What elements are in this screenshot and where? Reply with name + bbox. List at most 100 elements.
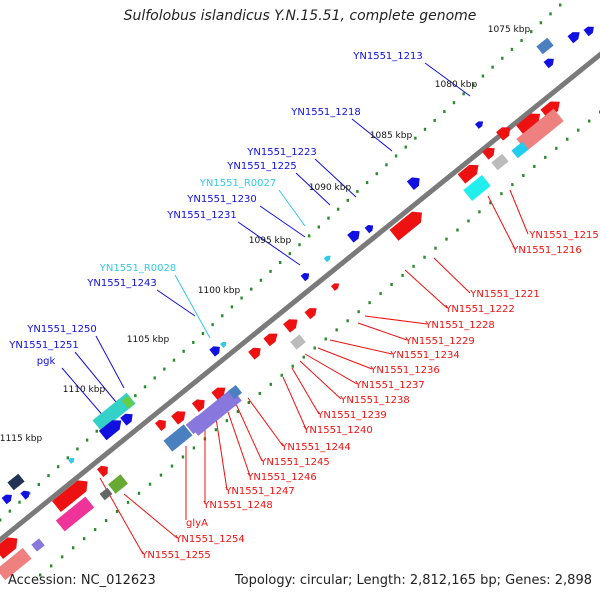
rna-gene-arrow <box>220 341 227 348</box>
inner-tick-track-dot <box>82 537 86 541</box>
outer-tick-track-dot <box>172 358 176 362</box>
outer-tick-track-dot <box>356 189 359 193</box>
inner-tick-track-dot <box>368 301 371 305</box>
minus-gene-label: YN1551_1236 <box>369 365 440 376</box>
inner-tick-track-dot <box>533 164 536 168</box>
minus-gene-label: YN1551_1222 <box>444 304 515 315</box>
outer-tick-track-dot <box>240 296 243 300</box>
leader-line <box>282 376 307 430</box>
minus-gene-label: YN1551_1238 <box>339 395 410 406</box>
minus-gene-block <box>516 108 564 152</box>
minus-gene-arrow <box>96 465 108 478</box>
outer-tick-track-dot <box>27 491 31 495</box>
inner-tick-track-dot <box>302 355 305 359</box>
minus-gene-arrow <box>191 399 205 413</box>
leader-line <box>487 195 516 250</box>
leader-line <box>215 417 228 491</box>
outer-tick-track-dot <box>423 127 427 131</box>
outer-tick-track-dot <box>530 30 533 34</box>
plus-gene-arrow <box>347 230 360 243</box>
plus-gene-block <box>7 473 25 491</box>
inner-tick-track-dot <box>115 509 119 513</box>
inner-tick-track-dot <box>280 373 283 377</box>
leader-line <box>123 493 178 539</box>
plus-gene-arrow <box>583 26 594 37</box>
inner-tick-track-dot <box>423 255 426 259</box>
inner-tick-track-dot <box>478 210 481 214</box>
inner-tick-track-dot <box>313 346 316 350</box>
outer-tick-track-dot <box>230 305 234 309</box>
plus-gene-label: YN1551_1251 <box>8 340 79 351</box>
outer-tick-track-dot <box>404 145 407 149</box>
outer-tick-track-dot <box>163 367 166 371</box>
plus-gene-arrow <box>543 58 554 69</box>
outer-tick-track-dot <box>85 438 89 442</box>
outer-tick-track-dot <box>346 198 349 202</box>
plus-gene-arrow <box>1 494 12 505</box>
minus-gene-block <box>290 334 306 350</box>
minus-gene-arrow <box>482 147 495 160</box>
plus-gene-block <box>536 37 554 55</box>
inner-tick-track-dot <box>192 446 196 450</box>
leader-line <box>247 397 284 447</box>
outer-tick-track-dot <box>336 207 340 211</box>
inner-tick-track-dot <box>159 473 163 477</box>
plus-gene-label: YN1551_1243 <box>86 278 157 289</box>
outer-tick-track-dot <box>47 474 50 478</box>
plus-gene-label: YN1551_1250 <box>26 324 97 335</box>
minus-gene-arrow <box>331 283 340 291</box>
plus-gene-arrow <box>364 225 374 234</box>
inner-tick-track-dot <box>93 528 97 532</box>
outer-tick-track-dot <box>307 234 311 238</box>
gene-labels: YN1551_1213 YN1551_1218 YN1551_1223 YN1551_… <box>8 51 599 561</box>
outer-tick-track-dot <box>385 163 388 167</box>
minus-gene-label: YN1551_1237 <box>354 380 425 391</box>
scale-label: 1085 kbp <box>370 131 413 141</box>
outer-tick-track-dot <box>288 252 292 256</box>
inner-tick-track-dot <box>489 201 492 205</box>
outer-tick-track-dot <box>143 385 147 389</box>
inner-tick-track-dot <box>148 482 152 486</box>
scale-label: 1095 kbp <box>249 236 292 246</box>
leader-line <box>364 315 428 325</box>
inner-tick-track-dot <box>577 128 580 132</box>
outer-tick-track-dot <box>8 509 12 513</box>
outer-tick-track-dot <box>559 3 562 7</box>
outer-tick-track-dot <box>37 482 41 486</box>
scale-label: 1115 kbp <box>0 434 42 444</box>
outer-tick-track-dot <box>327 216 330 220</box>
plus-gene-label: YN1551_1230 <box>186 194 257 205</box>
outer-tick-track-dot <box>0 518 2 522</box>
minus-gene-arrow <box>263 333 278 347</box>
minus-gene-arrow <box>0 537 18 559</box>
minus-gene-arrow <box>248 347 261 360</box>
plus-gene-label: YN1551_1223 <box>246 147 317 158</box>
leader-line <box>259 205 306 238</box>
minus-gene-arrow <box>457 164 479 184</box>
inner-tick-track-dot <box>379 292 382 296</box>
leader-line <box>156 289 196 317</box>
minus-gene-label: YN1551_1245 <box>259 457 330 468</box>
leader-line <box>174 274 211 339</box>
minus-gene-arrow <box>516 113 541 135</box>
plus-gene-label: YN1551_1225 <box>226 161 297 172</box>
plus-gene-arrow <box>120 413 133 426</box>
inner-tick-track-dot <box>566 137 569 141</box>
plus-gene-arrow <box>98 420 122 441</box>
outer-tick-track-dot <box>549 12 552 16</box>
plus-gene-label: YN1551_1218 <box>290 107 361 118</box>
inner-tick-track-dot <box>71 546 75 550</box>
leader-line <box>291 367 320 415</box>
minus-gene-block <box>463 175 491 201</box>
accession-text: Accession: NC_012623 <box>8 573 156 588</box>
inner-tick-track-dot <box>49 564 53 568</box>
inner-tick-track-dot <box>39 573 42 577</box>
label-leader-lines <box>61 62 529 555</box>
plus-gene-arrow <box>300 273 310 282</box>
inner-tick-track-dot <box>522 174 525 178</box>
outer-tick-track-dot <box>153 376 156 380</box>
outer-tick-track-dot <box>452 101 456 105</box>
leader-line <box>227 411 251 477</box>
inner-tick-track-dot <box>236 410 240 414</box>
